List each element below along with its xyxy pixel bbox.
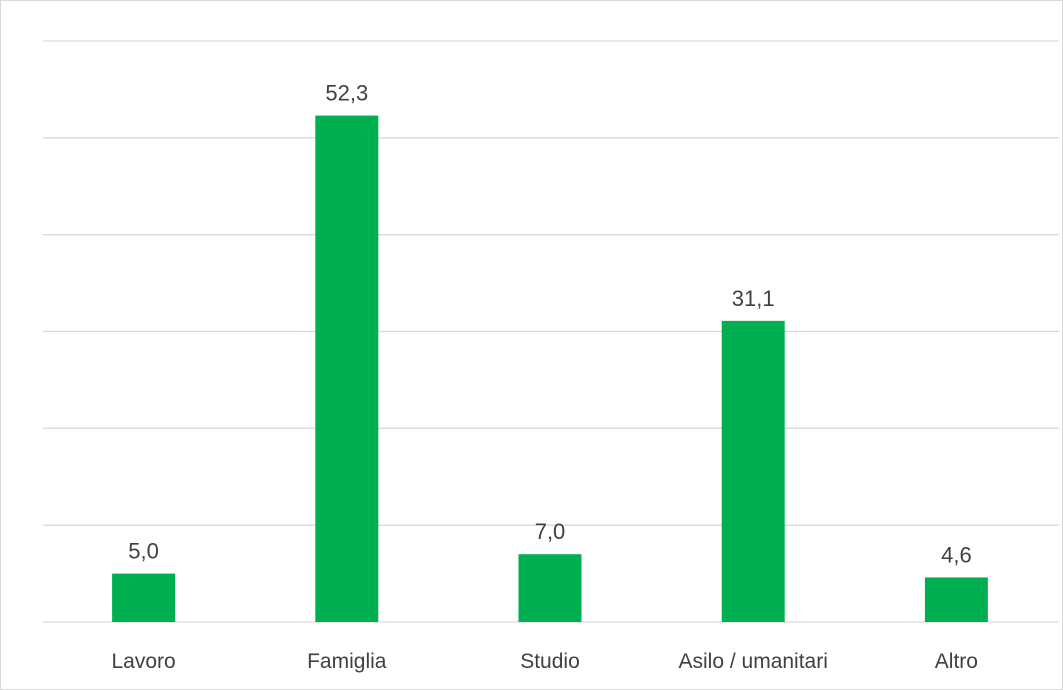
bar-altro <box>924 577 988 622</box>
tick-label-asilo-umanitari: Asilo / umanitari <box>679 650 828 673</box>
tick-label-lavoro: Lavoro <box>111 650 175 673</box>
tick-label-famiglia: Famiglia <box>307 650 387 673</box>
gridlines <box>43 40 1059 623</box>
category-axis: Lavoro Famiglia Studio Asilo / umanitari Alt… <box>111 650 978 673</box>
bar-lavoro <box>112 573 176 622</box>
data-label-asilo-umanitari: 31,1 <box>732 286 775 311</box>
data-label-famiglia: 52,3 <box>325 81 368 106</box>
bar-studio <box>518 554 582 622</box>
tick-label-altro: Altro <box>935 650 978 673</box>
data-labels: 5,0 52,3 7,0 31,1 4,6 <box>128 81 971 568</box>
data-label-lavoro: 5,0 <box>128 539 159 564</box>
data-label-altro: 4,6 <box>941 542 972 567</box>
bar-asilo-umanitari <box>721 320 785 622</box>
bar-famiglia <box>315 115 379 622</box>
bars <box>112 115 988 622</box>
data-label-studio: 7,0 <box>535 519 566 544</box>
tick-label-studio: Studio <box>520 650 580 673</box>
